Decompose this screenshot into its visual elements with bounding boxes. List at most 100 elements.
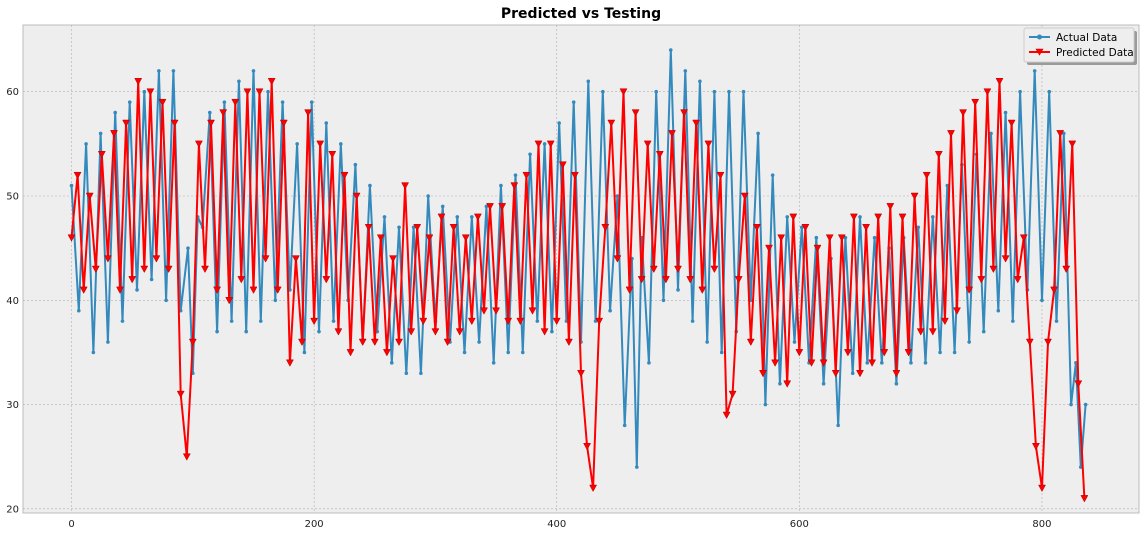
data-point-actual	[295, 142, 299, 146]
data-point-predicted	[194, 140, 203, 148]
data-point-predicted	[328, 151, 337, 159]
data-point-actual	[426, 194, 430, 198]
data-point-predicted	[455, 328, 464, 336]
data-point-actual	[462, 350, 467, 355]
data-point-actual	[586, 79, 591, 84]
data-point-actual	[164, 298, 168, 303]
data-point-actual	[571, 100, 576, 104]
data-point-predicted	[346, 349, 355, 357]
data-point-actual	[741, 89, 746, 94]
data-point-predicted	[886, 203, 895, 211]
data-point-predicted	[752, 224, 761, 232]
data-point-predicted	[243, 88, 252, 96]
data-point-predicted	[613, 255, 622, 263]
data-point-predicted	[207, 119, 215, 128]
data-point-predicted	[504, 317, 513, 326]
data-point-actual	[237, 79, 241, 84]
data-point-actual	[1054, 319, 1059, 323]
data-point-actual	[756, 131, 760, 136]
data-point-predicted	[777, 234, 786, 242]
data-point-predicted	[213, 286, 222, 294]
data-point-predicted	[540, 328, 549, 336]
data-point-predicted	[940, 317, 949, 326]
data-point-actual	[69, 183, 74, 188]
data-point-predicted	[692, 119, 701, 128]
data-point-predicted	[285, 359, 294, 367]
data-point-actual	[331, 319, 336, 323]
data-point-actual	[647, 361, 651, 365]
data-point-actual	[601, 89, 605, 94]
data-point-actual	[909, 361, 913, 365]
data-point-actual	[799, 225, 804, 230]
data-point-predicted	[110, 130, 118, 138]
data-point-predicted	[552, 317, 561, 326]
series-predicted	[67, 78, 1089, 503]
data-point-predicted	[370, 338, 379, 347]
plot-background	[22, 24, 1140, 514]
data-point-predicted	[959, 109, 968, 117]
data-point-actual	[1047, 89, 1052, 94]
data-point-predicted	[522, 171, 531, 180]
data-point-actual	[763, 402, 768, 407]
data-point-actual	[171, 69, 176, 73]
data-point-predicted	[801, 224, 810, 232]
data-point-predicted	[516, 317, 525, 326]
y-tick-label: 50	[6, 192, 19, 203]
data-point-predicted	[825, 234, 834, 242]
data-point-predicted	[498, 203, 507, 211]
data-point-actual	[309, 100, 314, 104]
data-point-predicted	[1025, 338, 1034, 347]
data-point-actual	[258, 319, 263, 323]
data-point-actual	[411, 225, 416, 230]
data-point-predicted	[819, 359, 828, 367]
data-point-predicted	[631, 109, 640, 117]
data-point-actual	[397, 225, 401, 230]
data-point-actual	[608, 308, 612, 313]
data-point-actual	[770, 173, 775, 177]
y-tick-label: 40	[6, 296, 19, 307]
data-point-predicted	[934, 151, 943, 159]
data-point-predicted	[734, 276, 743, 284]
data-point-predicted	[625, 286, 634, 294]
x-tick-label: 0	[68, 519, 74, 530]
data-point-predicted	[698, 286, 707, 294]
data-point-predicted	[140, 265, 149, 274]
data-point-predicted	[765, 244, 773, 253]
data-point-predicted	[910, 192, 919, 201]
data-point-actual	[317, 329, 321, 334]
data-point-actual	[676, 288, 680, 292]
data-point-predicted	[467, 317, 476, 326]
data-point-predicted	[473, 213, 482, 221]
data-point-predicted	[225, 297, 234, 305]
data-point-actual	[324, 121, 329, 125]
data-point-predicted	[1080, 495, 1089, 503]
data-point-predicted	[1007, 119, 1016, 128]
data-point-actual	[1040, 298, 1044, 303]
data-point-predicted	[668, 130, 676, 138]
data-point-actual	[222, 100, 227, 104]
data-point-actual	[542, 142, 547, 146]
data-point-predicted	[425, 234, 434, 242]
data-point-predicted	[965, 286, 974, 294]
data-point-actual	[135, 288, 139, 292]
data-point-predicted	[73, 171, 82, 180]
data-point-predicted	[291, 255, 300, 263]
data-point-predicted	[322, 276, 331, 284]
data-point-predicted	[759, 370, 767, 378]
data-point-predicted	[710, 265, 719, 274]
data-point-predicted	[1062, 265, 1071, 274]
data-point-predicted	[382, 349, 391, 357]
data-point-predicted	[97, 151, 106, 159]
data-point-actual	[1069, 402, 1073, 407]
data-point-actual	[251, 69, 256, 73]
data-point-predicted	[334, 328, 343, 336]
data-point-actual	[142, 89, 147, 94]
data-point-predicted	[67, 234, 76, 242]
data-point-actual	[127, 100, 132, 104]
data-point-predicted	[1056, 130, 1065, 138]
data-point-predicted	[255, 88, 264, 96]
data-point-predicted	[589, 484, 598, 493]
data-point-actual	[698, 79, 702, 84]
data-point-actual	[455, 215, 460, 219]
data-point-predicted	[583, 443, 592, 451]
